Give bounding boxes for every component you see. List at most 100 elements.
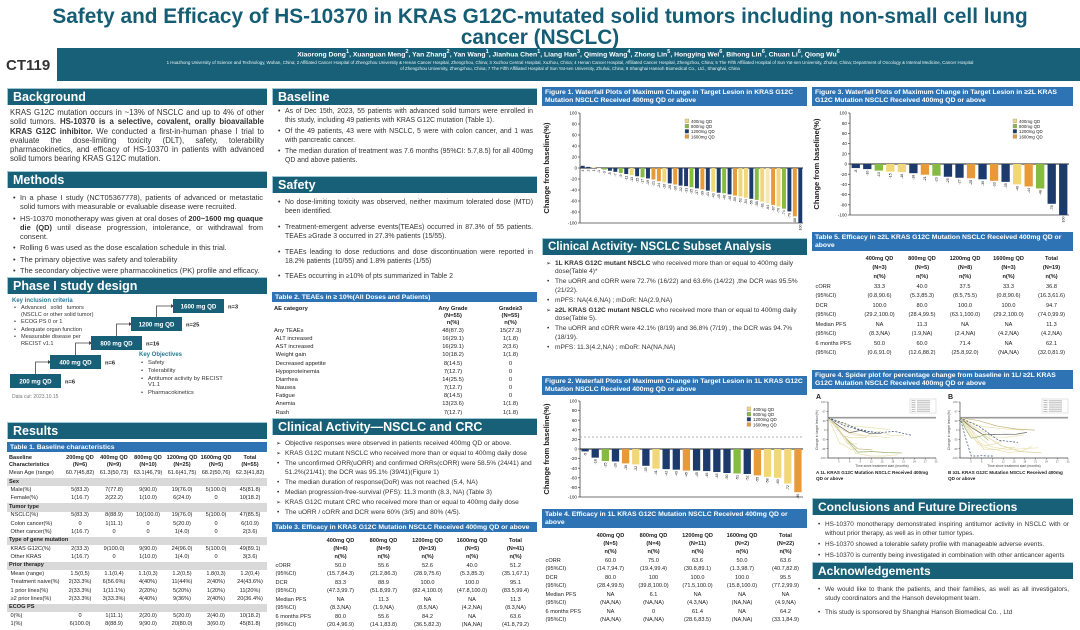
- svg-text:15: 15: [881, 460, 884, 464]
- svg-text:-51: -51: [735, 475, 739, 480]
- svg-text:-13: -13: [630, 177, 634, 182]
- svg-text:-43: -43: [712, 193, 716, 198]
- svg-text:-100: -100: [799, 225, 803, 232]
- svg-text:1600 mg QD: 1600 mg QD: [181, 304, 217, 311]
- svg-text:-61: -61: [760, 203, 764, 208]
- svg-text:-1: -1: [597, 170, 601, 173]
- svg-text:-24: -24: [657, 183, 661, 188]
- svg-text:40: 40: [842, 141, 848, 146]
- svg-text:Change from baseline(%): Change from baseline(%): [812, 118, 821, 210]
- svg-text:-26: -26: [614, 463, 618, 468]
- svg-text:-60: -60: [840, 192, 847, 197]
- svg-text:-43: -43: [675, 471, 679, 476]
- svg-text:-46: -46: [722, 195, 726, 200]
- svg-text:2: 2: [586, 170, 590, 172]
- svg-text:100: 100: [953, 400, 958, 404]
- svg-text:30: 30: [1067, 460, 1070, 464]
- svg-text:-32: -32: [679, 187, 683, 192]
- svg-text:n=3: n=3: [228, 305, 239, 311]
- svg-text:Time since treatment start (mo: Time since treatment start (months): [987, 464, 1040, 468]
- svg-text:80: 80: [842, 121, 848, 126]
- svg-text:-74: -74: [782, 210, 786, 215]
- svg-text:-55: -55: [756, 477, 760, 482]
- svg-text:0: 0: [824, 428, 826, 432]
- svg-text:-66: -66: [822, 447, 826, 451]
- svg-text:30: 30: [935, 460, 938, 464]
- svg-text:3: 3: [838, 460, 840, 464]
- svg-text:-52: -52: [745, 476, 749, 481]
- svg-text:34: 34: [823, 419, 826, 423]
- svg-text:9: 9: [860, 460, 862, 464]
- svg-text:20: 20: [842, 151, 848, 156]
- svg-text:-33: -33: [954, 438, 958, 442]
- svg-text:-48: -48: [1038, 190, 1042, 195]
- svg-text:800 mg QD: 800 mg QD: [100, 341, 133, 348]
- svg-text:-58: -58: [766, 478, 770, 483]
- svg-text:20: 20: [572, 155, 578, 160]
- svg-text:-23: -23: [935, 177, 939, 182]
- svg-text:-32: -32: [634, 466, 638, 471]
- svg-text:-15: -15: [889, 173, 893, 178]
- svg-text:-52: -52: [739, 198, 743, 203]
- svg-text:-25: -25: [604, 463, 608, 468]
- svg-text:400mg QD: 400mg QD: [691, 119, 712, 124]
- svg-text:12: 12: [1002, 460, 1005, 464]
- svg-text:-17: -17: [641, 179, 645, 184]
- svg-text:-5: -5: [608, 172, 612, 175]
- svg-text:-64: -64: [766, 205, 770, 210]
- svg-text:-35: -35: [690, 189, 694, 194]
- svg-text:n=25: n=25: [186, 323, 200, 329]
- svg-text:21: 21: [902, 460, 905, 464]
- svg-text:6: 6: [849, 460, 851, 464]
- svg-text:-50: -50: [725, 475, 729, 480]
- svg-text:400mg QD: 400mg QD: [753, 407, 774, 412]
- svg-text:-30: -30: [624, 465, 628, 470]
- svg-text:-44: -44: [1027, 188, 1031, 193]
- svg-text:200 mg QD: 200 mg QD: [19, 379, 52, 386]
- svg-text:-70: -70: [777, 208, 781, 213]
- svg-text:18: 18: [891, 460, 894, 464]
- svg-text:-60: -60: [776, 479, 780, 484]
- svg-text:15: 15: [1013, 460, 1016, 464]
- svg-text:-40: -40: [570, 188, 577, 193]
- svg-text:67: 67: [823, 410, 826, 414]
- svg-text:100: 100: [569, 399, 577, 404]
- svg-text:100: 100: [569, 111, 577, 116]
- svg-text:-80: -80: [570, 210, 577, 215]
- svg-text:-39: -39: [701, 191, 705, 196]
- svg-text:400mg QD: 400mg QD: [1019, 119, 1040, 124]
- svg-text:-50: -50: [733, 197, 737, 202]
- svg-text:-60: -60: [570, 199, 577, 204]
- svg-text:60: 60: [572, 418, 578, 423]
- svg-text:-15: -15: [635, 178, 639, 183]
- svg-text:-41: -41: [654, 470, 658, 475]
- svg-text:Change from baseline(%): Change from baseline(%): [542, 403, 551, 495]
- svg-text:-40: -40: [1015, 186, 1019, 191]
- svg-text:-28: -28: [969, 180, 973, 185]
- svg-text:-18: -18: [912, 175, 916, 180]
- svg-text:27: 27: [924, 460, 927, 464]
- svg-text:6: 6: [981, 460, 983, 464]
- svg-text:-21: -21: [923, 176, 927, 181]
- svg-text:-9: -9: [619, 175, 623, 178]
- svg-text:40: 40: [572, 144, 578, 149]
- svg-text:-88: -88: [793, 218, 797, 223]
- svg-text:21: 21: [1034, 460, 1037, 464]
- svg-text:-80: -80: [840, 202, 847, 207]
- svg-text:100: 100: [821, 400, 826, 404]
- svg-text:-45: -45: [695, 472, 699, 477]
- svg-text:B: B: [948, 394, 953, 401]
- svg-text:Change from baseline(%): Change from baseline(%): [542, 122, 551, 214]
- svg-text:n=16: n=16: [146, 342, 160, 348]
- svg-text:-30: -30: [673, 186, 677, 191]
- svg-text:-35: -35: [1004, 183, 1008, 188]
- svg-text:-40: -40: [570, 466, 577, 471]
- svg-text:n=6: n=6: [105, 361, 116, 367]
- svg-text:1200mg QD: 1200mg QD: [1019, 129, 1043, 134]
- svg-text:-25: -25: [946, 178, 950, 183]
- svg-text:0: 0: [574, 447, 577, 452]
- svg-text:-8: -8: [854, 170, 858, 173]
- svg-text:-33: -33: [822, 438, 826, 442]
- svg-text:-42: -42: [664, 471, 668, 476]
- svg-text:1200mg QD: 1200mg QD: [691, 129, 715, 134]
